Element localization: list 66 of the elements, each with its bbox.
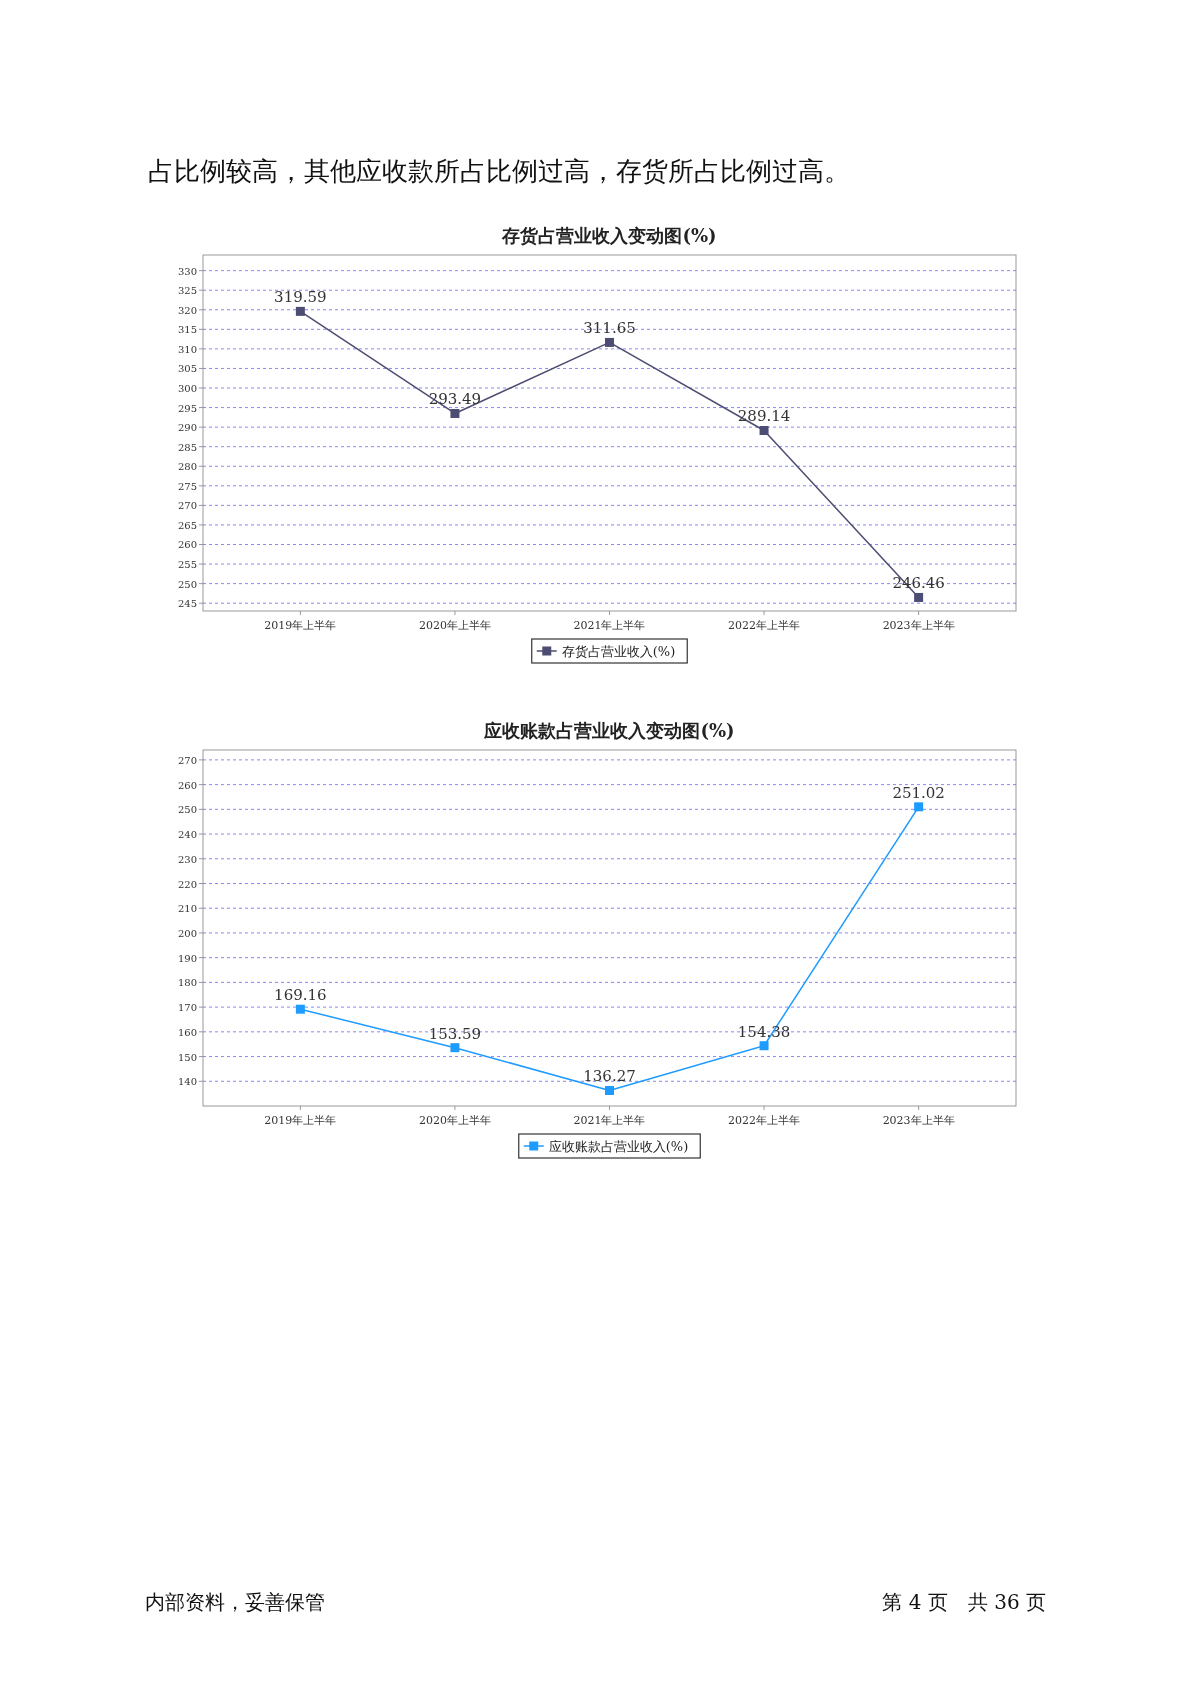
y-tick-label: 250 xyxy=(177,804,197,816)
point xyxy=(759,1041,769,1051)
y-tick-label: 285 xyxy=(177,441,197,453)
x-tick-label: 2020年上半年 xyxy=(418,619,491,632)
y-tick-label: 230 xyxy=(177,853,197,865)
y-tick-label: 270 xyxy=(177,500,197,512)
legend-label: 存货占营业收入(%) xyxy=(561,644,676,659)
y-tick-label: 260 xyxy=(177,539,197,551)
y-tick-label: 200 xyxy=(177,927,197,939)
point xyxy=(605,1086,614,1095)
y-tick-label: 315 xyxy=(177,324,197,336)
data-label: 311.65 xyxy=(583,319,636,338)
y-tick-label: 245 xyxy=(177,598,197,610)
y-tick-label: 240 xyxy=(177,829,197,841)
y-tick-label: 320 xyxy=(177,304,197,316)
data-label: 153.59 xyxy=(428,1024,482,1043)
text: 内部资料，妥善保管 xyxy=(145,1590,325,1614)
x-tick-label: 2023年上半年 xyxy=(882,1114,955,1127)
y-tick-label: 255 xyxy=(177,559,197,571)
y-tick-label: 190 xyxy=(177,952,197,964)
point xyxy=(295,1004,305,1014)
y-tick-label: 295 xyxy=(177,402,197,414)
y-tick-label: 265 xyxy=(177,519,197,531)
y-tick-label: 300 xyxy=(177,383,197,395)
x-tick-label: 2022年上半年 xyxy=(728,1114,801,1127)
x-tick-label: 2023年上半年 xyxy=(882,619,955,632)
y-tick-label: 305 xyxy=(177,363,197,375)
point xyxy=(605,337,614,347)
point xyxy=(914,592,924,602)
data-label: 169.16 xyxy=(274,986,327,1005)
data-label: 289.14 xyxy=(737,407,791,426)
data-label: 136.27 xyxy=(583,1067,636,1086)
text: 占比例较高，其他应收款所占比例过高，存货所占比例过高。 xyxy=(148,156,850,186)
y-tick-label: 280 xyxy=(177,461,197,473)
y-tick-label: 210 xyxy=(177,903,197,915)
y-tick-label: 250 xyxy=(177,578,197,590)
x-tick-label: 2021年上半年 xyxy=(573,1114,646,1127)
y-tick-label: 180 xyxy=(177,977,197,989)
x-tick-label: 2020年上半年 xyxy=(418,1114,491,1127)
y-tick-label: 290 xyxy=(177,422,197,434)
y-tick-label: 220 xyxy=(177,878,197,890)
y-tick-label: 140 xyxy=(177,1076,197,1088)
y-tick-label: 260 xyxy=(177,779,197,791)
y-tick-label: 270 xyxy=(177,754,197,766)
y-tick-label: 330 xyxy=(177,265,197,277)
x-tick-label: 2019年上半年 xyxy=(264,619,337,632)
chart-title: 存货占营业收入变动图(%) xyxy=(501,225,717,246)
y-tick-label: 150 xyxy=(177,1051,197,1063)
point xyxy=(450,1043,460,1053)
y-tick-label: 310 xyxy=(177,343,197,355)
point xyxy=(759,426,769,435)
y-tick-label: 325 xyxy=(177,285,197,297)
y-tick-label: 160 xyxy=(177,1026,197,1038)
x-tick-label: 2021年上半年 xyxy=(573,619,646,632)
point xyxy=(295,306,305,316)
legend-label: 应收账款占营业收入(%) xyxy=(548,1139,689,1154)
y-tick-label: 170 xyxy=(177,1002,197,1014)
x-tick-label: 2022年上半年 xyxy=(728,619,801,632)
y-tick-label: 275 xyxy=(177,480,197,492)
data-label: 319.59 xyxy=(274,288,327,307)
point xyxy=(450,408,460,418)
data-label: 251.02 xyxy=(892,783,945,802)
text: 第 4 页 共 36 页 xyxy=(882,1590,1046,1614)
chart-title: 应收账款占营业收入变动图(%) xyxy=(483,720,735,741)
point xyxy=(914,802,924,812)
x-tick-label: 2019年上半年 xyxy=(264,1114,337,1127)
